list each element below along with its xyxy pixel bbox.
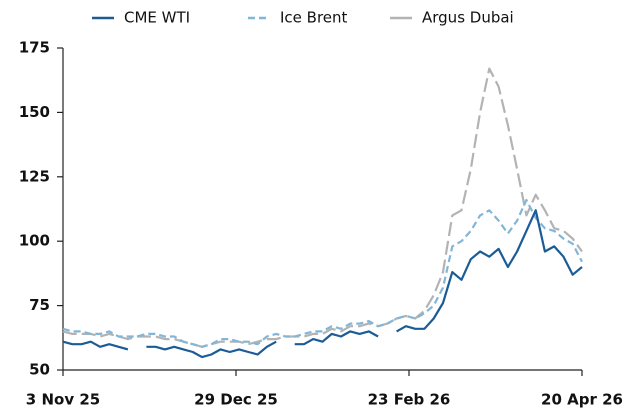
line-series [62,67,583,348]
x-tick-label: 20 Apr 26 [541,391,623,409]
line-series [62,209,583,359]
x-tick-label: 23 Feb 26 [368,391,451,409]
x-tick-label: 3 Nov 25 [26,391,100,409]
legend-label: Ice Brent [280,9,348,27]
legend-label: Argus Dubai [422,9,514,27]
line-series [62,198,583,348]
y-tick-label: 100 [19,232,50,250]
y-tick-label: 125 [19,167,50,185]
legend-label: CME WTI [124,9,190,27]
y-tick-label: 150 [19,103,50,121]
y-tick-label: 50 [29,361,50,379]
y-tick-label: 175 [19,39,50,57]
y-tick-label: 75 [29,296,50,314]
x-tick-label: 29 Dec 25 [194,391,278,409]
